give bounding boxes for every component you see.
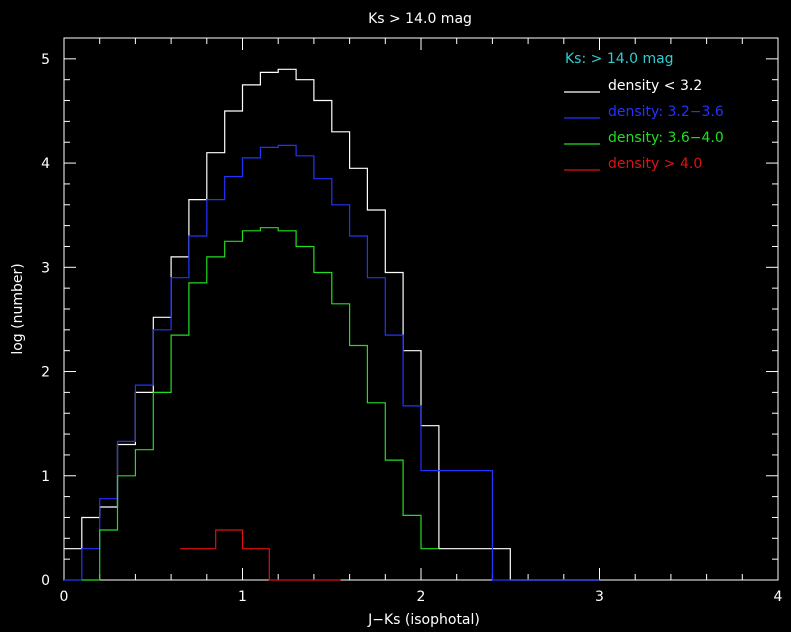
x-axis-tick-labels: 0 1 2 3 4 bbox=[60, 589, 783, 605]
y-tick-label: 1 bbox=[41, 469, 50, 485]
x-axis-ticks bbox=[63, 38, 779, 580]
series-line-1 bbox=[64, 68, 600, 581]
legend-title: Ks: > 14.0 mag bbox=[565, 51, 674, 67]
x-tick-label: 4 bbox=[774, 589, 783, 605]
legend-label-1: density < 3.2 bbox=[608, 78, 702, 94]
legend-label-4: density > 4.0 bbox=[608, 156, 702, 172]
legend-label-2: density: 3.2−3.6 bbox=[608, 104, 724, 120]
chart-title: Ks > 14.0 mag bbox=[368, 11, 472, 27]
y-axis-ticks bbox=[64, 37, 778, 581]
series-line-3 bbox=[81, 227, 439, 581]
legend: Ks: > 14.0 mag density < 3.2 density: 3.2… bbox=[564, 51, 724, 172]
x-axis-label: J−Ks (isophotal) bbox=[367, 612, 480, 628]
y-tick-label: 5 bbox=[41, 52, 50, 68]
histogram-series bbox=[64, 68, 600, 581]
x-tick-label: 2 bbox=[417, 589, 426, 605]
y-tick-label: 2 bbox=[41, 365, 50, 381]
x-tick-label: 1 bbox=[238, 589, 247, 605]
series-line-4 bbox=[180, 529, 341, 581]
x-tick-label: 3 bbox=[595, 589, 604, 605]
y-tick-label: 3 bbox=[41, 260, 50, 276]
y-axis-tick-labels: 0 1 2 3 4 5 bbox=[41, 52, 50, 589]
series-line-2 bbox=[64, 144, 600, 581]
x-tick-label: 0 bbox=[60, 589, 69, 605]
y-tick-label: 0 bbox=[41, 573, 50, 589]
y-tick-label: 4 bbox=[41, 156, 50, 172]
legend-label-3: density: 3.6−4.0 bbox=[608, 130, 724, 146]
y-axis-label: log (number) bbox=[10, 263, 26, 354]
